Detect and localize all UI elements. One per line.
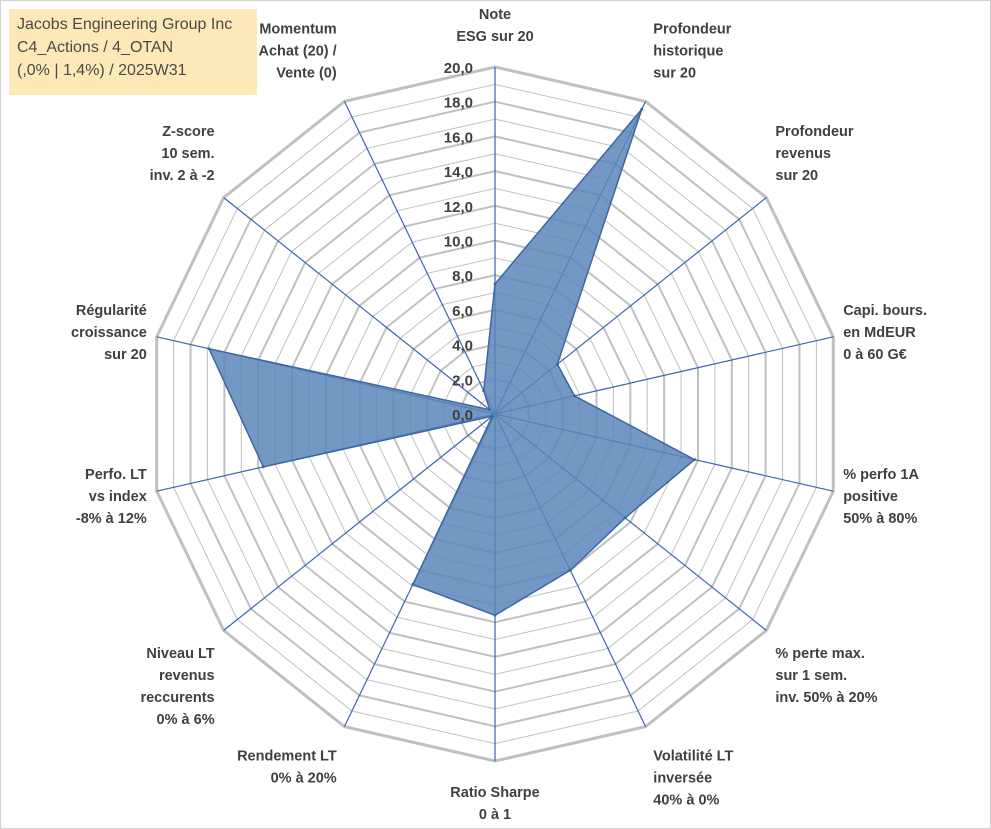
axis-label-line: vs index: [89, 489, 147, 505]
axis-label: Z-score 10 sem. inv. 2 à -2: [150, 124, 215, 184]
data-point: [493, 613, 497, 617]
axis-label-line: Momentum: [259, 22, 336, 38]
axis-label: Note ESG sur 20: [456, 7, 533, 45]
tick-label: 10,0: [444, 234, 473, 251]
tick-label: 0,0: [452, 407, 473, 424]
axis-label: Momentum Achat (20) / Vente (0): [259, 22, 337, 82]
axis-label-line: Profondeur: [775, 124, 853, 140]
axis-label-line: Z-score: [162, 124, 214, 140]
axis-label-line: reccurents: [140, 690, 214, 706]
axis-label-line: Volatilité LT: [653, 749, 733, 765]
chart-title-period: (,0% | 1,4%) / 2025W31: [17, 62, 187, 79]
tick-label: 8,0: [452, 268, 473, 285]
axis-label-line: inv. 2 à -2: [150, 168, 215, 184]
axis-label-line: -8% à 12%: [76, 511, 147, 527]
data-point: [693, 458, 697, 462]
axis-label-line: % perfo 1A: [843, 467, 919, 483]
axis-label-line: Achat (20) /: [259, 44, 337, 60]
data-point: [488, 408, 492, 412]
axis-label-line: 0% à 20%: [271, 771, 337, 787]
axis-label-line: inversée: [653, 771, 712, 787]
chart-title-category: C4_Actions / 4_OTAN: [17, 39, 174, 56]
axis-label-line: revenus: [159, 668, 215, 684]
axis-label: Capi. bours. en MdEUR 0 à 60 G€: [843, 303, 927, 363]
tick-label: 4,0: [452, 338, 473, 355]
chart-title-box: Jacobs Engineering Group Inc C4_Actions …: [9, 9, 257, 95]
axis-label-line: 0% à 6%: [157, 712, 215, 728]
tick-label: 2,0: [452, 372, 473, 389]
axis-label-line: inv. 50% à 20%: [775, 690, 877, 706]
axis-label-line: sur 20: [104, 347, 147, 363]
axis-label-line: Régularité: [76, 303, 147, 319]
axis-label: Régularité croissance sur 20: [71, 303, 147, 363]
axis-label-line: 50% à 80%: [843, 511, 917, 527]
data-point: [573, 394, 576, 398]
axis-label-line: Rendement LT: [237, 749, 337, 765]
axis-label-line: sur 20: [775, 168, 818, 184]
axis-label: Perfo. LT vs index -8% à 12%: [76, 467, 147, 527]
axis-label-line: revenus: [775, 146, 831, 162]
tick-label: 14,0: [444, 164, 473, 181]
axis-label-line: 0 à 1: [479, 807, 511, 823]
axis-label-line: croissance: [71, 325, 147, 341]
data-point: [261, 465, 265, 469]
axis-label: Profondeur historique sur 20: [653, 22, 731, 82]
axis-label: Rendement LT 0% à 20%: [237, 749, 337, 787]
axis-label-line: sur 20: [653, 66, 696, 82]
axis-label-line: 40% à 0%: [653, 793, 719, 809]
axis-label-line: Capi. bours.: [843, 303, 927, 319]
chart-title-company: Jacobs Engineering Group Inc: [17, 16, 233, 33]
axis-label-line: 10 sem.: [161, 146, 214, 162]
axis-spoke: [223, 413, 496, 631]
axis-label-line: positive: [843, 489, 898, 505]
data-point: [493, 282, 497, 286]
axis-label-line: Vente (0): [276, 66, 337, 82]
data-point: [207, 347, 211, 351]
tick-label: 16,0: [444, 129, 473, 146]
axis-label-line: 0 à 60 G€: [843, 347, 907, 363]
axis-spoke: [343, 101, 496, 415]
tick-label: 18,0: [444, 95, 473, 112]
axis-label: Ratio Sharpe 0 à 1: [450, 785, 539, 823]
axis-label-line: historique: [653, 44, 723, 60]
data-point: [640, 107, 644, 111]
axis-label-line: sur 1 sem.: [775, 668, 847, 684]
axis-label-line: Ratio Sharpe: [450, 785, 539, 801]
axis-label: % perfo 1A positive 50% à 80%: [843, 467, 919, 527]
axis-label: % perte max. sur 1 sem. inv. 50% à 20%: [775, 646, 877, 706]
data-point: [411, 582, 415, 586]
data-point: [482, 389, 486, 393]
tick-label: 12,0: [444, 199, 473, 216]
axis-label-line: en MdEUR: [843, 325, 916, 341]
tick-label: 20,0: [444, 60, 473, 77]
tick-label: 6,0: [452, 303, 473, 320]
axis-label-line: Note: [479, 7, 511, 23]
axis-label: Profondeur revenus sur 20: [775, 124, 853, 184]
data-point: [568, 568, 572, 572]
axis-label-line: ESG sur 20: [456, 29, 533, 45]
axis-label-line: Profondeur: [653, 22, 731, 38]
axis-spoke: [223, 197, 496, 415]
data-point: [555, 362, 559, 366]
axis-label: Volatilité LT inversée 40% à 0%: [653, 749, 733, 809]
axis-label-line: Perfo. LT: [85, 467, 147, 483]
data-point: [490, 414, 494, 418]
data-point: [623, 516, 627, 520]
axis-label: Niveau LT revenus reccurents 0% à 6%: [140, 646, 214, 728]
axis-label-line: Niveau LT: [146, 646, 214, 662]
axis-label-line: % perte max.: [775, 646, 864, 662]
